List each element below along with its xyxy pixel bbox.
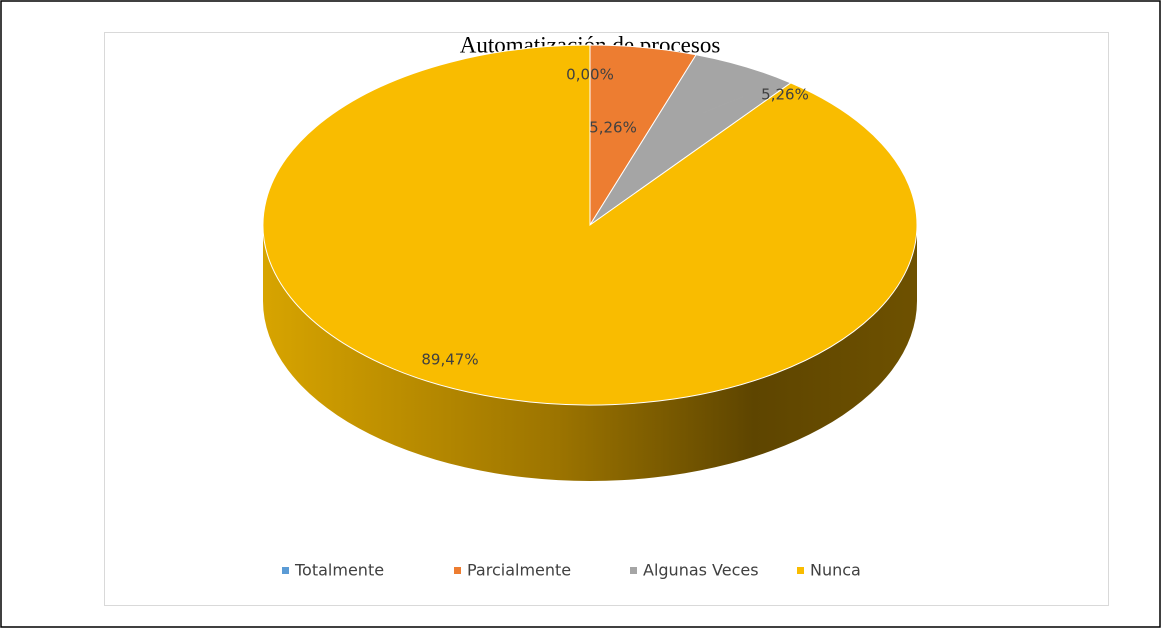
slice-side [263, 225, 917, 481]
data-label: 0,00% [566, 66, 614, 84]
legend-marker [630, 567, 637, 574]
legend-label: Nunca [810, 561, 861, 580]
data-label: 5,26% [589, 119, 637, 137]
legend-marker [282, 567, 289, 574]
legend-label: Totalmente [294, 561, 384, 580]
legend-label: Algunas Veces [643, 561, 759, 580]
data-label: 89,47% [421, 351, 478, 369]
legend-label: Parcialmente [467, 561, 571, 580]
leader-line [702, 96, 744, 114]
legend-marker [797, 567, 804, 574]
data-label: 5,26% [761, 86, 809, 104]
slice [262, 44, 918, 406]
legend-marker [454, 567, 461, 574]
